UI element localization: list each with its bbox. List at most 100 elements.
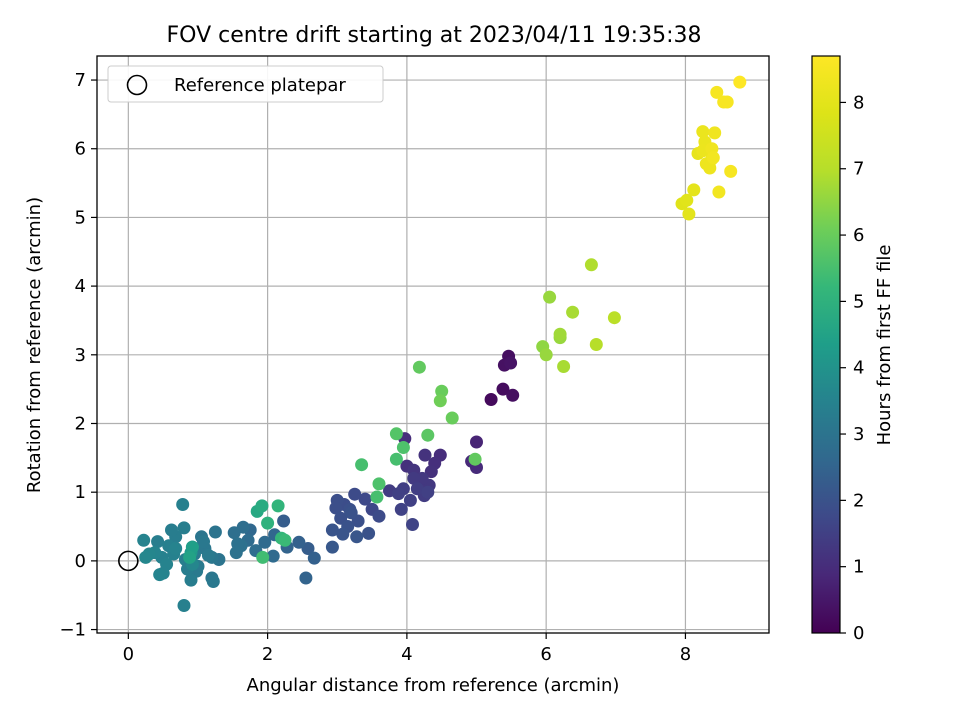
data-point (301, 542, 315, 555)
x-tick-label: 0 (123, 644, 134, 665)
colorbar-tick-label: 8 (853, 92, 864, 113)
data-point (589, 338, 603, 351)
y-tick-label: −1 (59, 620, 86, 641)
data-point (710, 85, 724, 99)
data-point (406, 518, 419, 531)
data-point (355, 458, 369, 472)
colorbar-tick-label: 3 (853, 424, 864, 445)
data-point (720, 95, 734, 109)
data-point (344, 506, 358, 520)
data-point (325, 540, 339, 554)
data-point (410, 482, 424, 496)
data-point (403, 493, 417, 507)
colorbar-tick-label: 1 (853, 557, 864, 578)
colorbar-tick-label: 6 (853, 225, 864, 246)
data-point (389, 427, 403, 441)
y-axis-label: Rotation from reference (arcmin) (24, 197, 45, 493)
colorbar-tick-label: 0 (853, 623, 864, 644)
data-point (256, 550, 270, 564)
colorbar-tick-label: 7 (853, 159, 864, 180)
colorbar-ticks: 0 1 2 3 4 5 6 7 8 (840, 92, 864, 644)
data-point (329, 501, 343, 515)
data-point (372, 477, 386, 491)
data-point (506, 388, 520, 402)
data-point (176, 498, 190, 511)
data-point (733, 75, 747, 89)
data-point (206, 575, 220, 588)
y-tick-label: 6 (75, 139, 86, 160)
y-tick-label: 4 (75, 276, 86, 297)
x-tick-label: 4 (401, 644, 412, 665)
data-point (307, 551, 321, 565)
data-point (484, 393, 498, 406)
colorbar-tick-label: 5 (853, 291, 864, 312)
data-point (258, 535, 272, 549)
data-point (543, 290, 557, 304)
data-point (566, 305, 580, 319)
x-axis-label: Angular distance from reference (arcmin) (247, 675, 620, 696)
data-point (153, 568, 167, 582)
data-point (137, 533, 151, 547)
legend: Reference platepar (107, 65, 384, 103)
scatter-points (137, 75, 747, 612)
data-point (396, 441, 410, 454)
data-point (183, 550, 197, 564)
data-point (151, 535, 165, 549)
axis-ticks: 0 2 4 6 8 −1 0 1 2 3 4 5 6 7 (59, 70, 691, 665)
data-point (504, 356, 518, 370)
data-point (435, 384, 449, 398)
data-point (271, 499, 285, 513)
x-tick-label: 6 (540, 644, 551, 665)
data-point (169, 542, 183, 555)
x-tick-label: 2 (262, 644, 273, 665)
data-point (139, 550, 153, 564)
data-point (696, 125, 710, 139)
data-point (358, 492, 372, 506)
legend-box (107, 65, 384, 103)
data-point (724, 164, 738, 178)
data-point (389, 452, 403, 466)
data-point (394, 502, 408, 516)
data-point (370, 490, 384, 504)
data-point (372, 509, 386, 523)
data-point (553, 327, 567, 341)
data-point (350, 530, 364, 544)
data-point (680, 193, 694, 207)
data-point (299, 571, 313, 585)
data-point (184, 573, 198, 587)
data-point (607, 311, 621, 325)
data-point (177, 599, 191, 612)
data-point (348, 487, 362, 501)
data-point (229, 546, 243, 560)
data-point (261, 516, 275, 530)
data-point (421, 485, 435, 499)
data-point (325, 523, 339, 537)
x-tick-label: 8 (680, 644, 691, 665)
data-point (424, 465, 438, 479)
data-point (201, 548, 215, 562)
reference-marker-layer (118, 550, 139, 572)
data-point (708, 126, 722, 140)
y-tick-label: 5 (75, 207, 86, 228)
y-tick-label: 1 (75, 482, 86, 503)
colorbar-label: Hours from first FF file (874, 245, 895, 446)
data-point (197, 535, 210, 549)
colorbar-tick-label: 2 (853, 490, 864, 511)
data-point (165, 523, 178, 537)
data-point (336, 527, 350, 541)
data-point (539, 348, 553, 362)
plot-frame (96, 55, 770, 634)
data-point (292, 535, 306, 549)
data-point (255, 499, 269, 513)
legend-reference-marker (126, 74, 148, 96)
data-point (712, 185, 726, 199)
data-point (227, 526, 241, 540)
data-point (407, 471, 421, 485)
colorbar-gradient (811, 55, 841, 634)
y-tick-label: 2 (75, 413, 86, 434)
data-point (557, 360, 571, 373)
legend-label-reference-platepar: Reference platepar (174, 75, 346, 96)
data-point (266, 549, 280, 563)
